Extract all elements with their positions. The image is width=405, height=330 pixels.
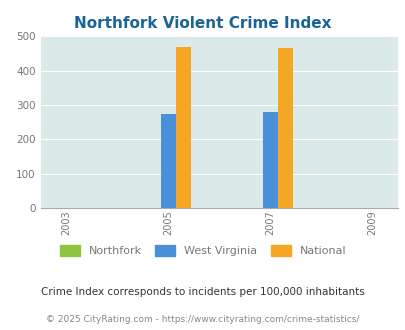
Bar (160, 114, 175, 208)
Bar (262, 112, 277, 208)
Text: © 2025 CityRating.com - https://www.cityrating.com/crime-statistics/: © 2025 CityRating.com - https://www.city… (46, 315, 359, 324)
Text: Crime Index corresponds to incidents per 100,000 inhabitants: Crime Index corresponds to incidents per… (41, 287, 364, 297)
Bar (277, 48, 292, 208)
Bar (175, 47, 191, 208)
Text: Northfork Violent Crime Index: Northfork Violent Crime Index (74, 16, 331, 31)
Legend: Northfork, West Virginia, National: Northfork, West Virginia, National (60, 245, 345, 256)
